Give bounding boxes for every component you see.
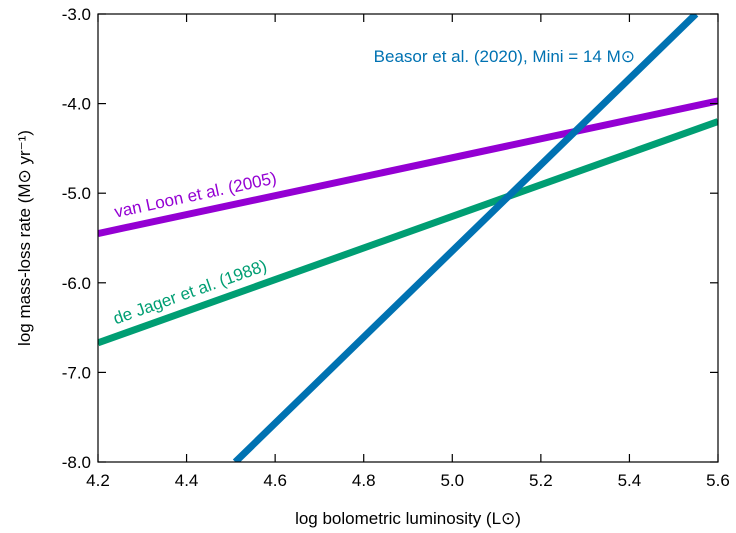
series-line-2 — [232, 14, 699, 462]
x-tick-label-1: 4.4 — [175, 471, 199, 490]
y-tick-label-4: -4.0 — [62, 95, 91, 114]
x-tick-label-0: 4.2 — [86, 471, 110, 490]
x-tick-label-3: 4.8 — [352, 471, 376, 490]
y-tick-label-3: -5.0 — [62, 184, 91, 203]
x-tick-label-7: 5.6 — [706, 471, 730, 490]
plot-frame — [97, 13, 719, 463]
x-tick-label-4: 5.0 — [440, 471, 464, 490]
y-tick-label-5: -3.0 — [62, 5, 91, 24]
x-tick-label-2: 4.6 — [263, 471, 287, 490]
plot-lines — [98, 14, 718, 462]
x-axis-title: log bolometric luminosity (L⊙) — [295, 509, 521, 528]
series-line-1 — [98, 118, 718, 347]
x-tick-label-6: 5.4 — [618, 471, 642, 490]
y-tick-label-1: -7.0 — [62, 363, 91, 382]
y-axis-title: log mass-loss rate (M⊙ yr⁻¹) — [15, 130, 34, 346]
x-tick-label-5: 5.2 — [529, 471, 553, 490]
y-tick-label-2: -6.0 — [62, 274, 91, 293]
series-label-beasor: Beasor et al. (2020), Mini = 14 M⊙ — [374, 47, 635, 66]
y-tick-label-0: -8.0 — [62, 453, 91, 472]
series-line-0 — [98, 97, 718, 237]
ticks — [97, 13, 719, 463]
tick-labels: 4.2 4.4 4.6 4.8 5.0 5.2 5.4 5.6 -8.0 -7.0 -6.0 -5.0… — [62, 5, 730, 490]
